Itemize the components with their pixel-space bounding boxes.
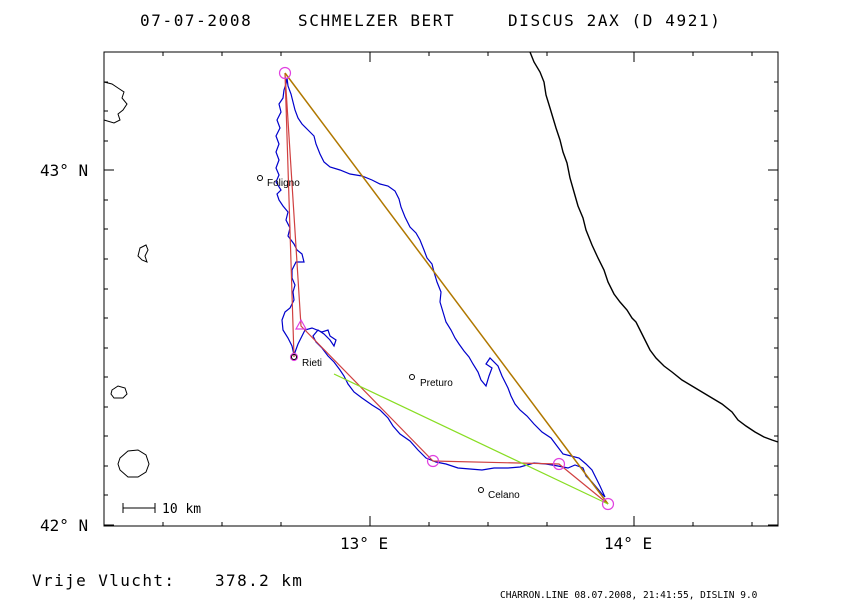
software-credit: CHARRON.LINE 08.07.2008, 21:41:55, DISLI… [500,590,758,601]
pilot-name: SCHMELZER BERT [298,11,455,30]
town-marker [478,487,484,493]
town-label: Preturo [420,378,453,389]
turnpoint-marker [278,66,292,80]
turnpoint-marker [552,457,566,471]
lake-small [137,244,149,263]
start-marker [289,352,299,362]
map-frame [103,51,779,527]
free-flight-distance: 378.2 km [215,571,303,590]
free-flight-label: Vrije Vlucht: [32,571,175,590]
lon-label-13: 13° E [340,534,388,553]
lake-bolsena [110,385,128,399]
town-celano: Celano [478,487,520,501]
flight-date: 07-07-2008 [140,11,252,30]
town-marker [291,354,297,360]
map-ticks [104,52,778,526]
lon-label-14: 14° E [604,534,652,553]
town-foligno: Foligno [257,175,300,189]
start-triangle-marker [294,318,308,330]
town-marker [409,374,415,380]
lat-label-42: 42° N [40,516,88,535]
turnpoint-marker [601,497,615,511]
task-legs [284,72,609,505]
town-rieti: Rieti [291,354,322,369]
adriatic-coastline [529,51,779,443]
free-flight-leg [333,373,609,505]
town-label: Foligno [267,178,300,189]
flight-track [275,77,606,498]
town-marker [257,175,263,181]
town-label: Rieti [302,358,322,369]
scale-bar [122,503,156,513]
town-label: Celano [488,490,520,501]
lake-trasimeno [103,81,128,124]
lat-label-43: 43° N [40,161,88,180]
glider-name: DISCUS 2AX (D 4921) [508,11,721,30]
lake-bracciano [117,449,150,478]
scale-bar-label: 10 km [162,502,201,517]
closing-leg [284,72,609,505]
turnpoint-marker [426,454,440,468]
town-preturo: Preturo [409,374,453,389]
